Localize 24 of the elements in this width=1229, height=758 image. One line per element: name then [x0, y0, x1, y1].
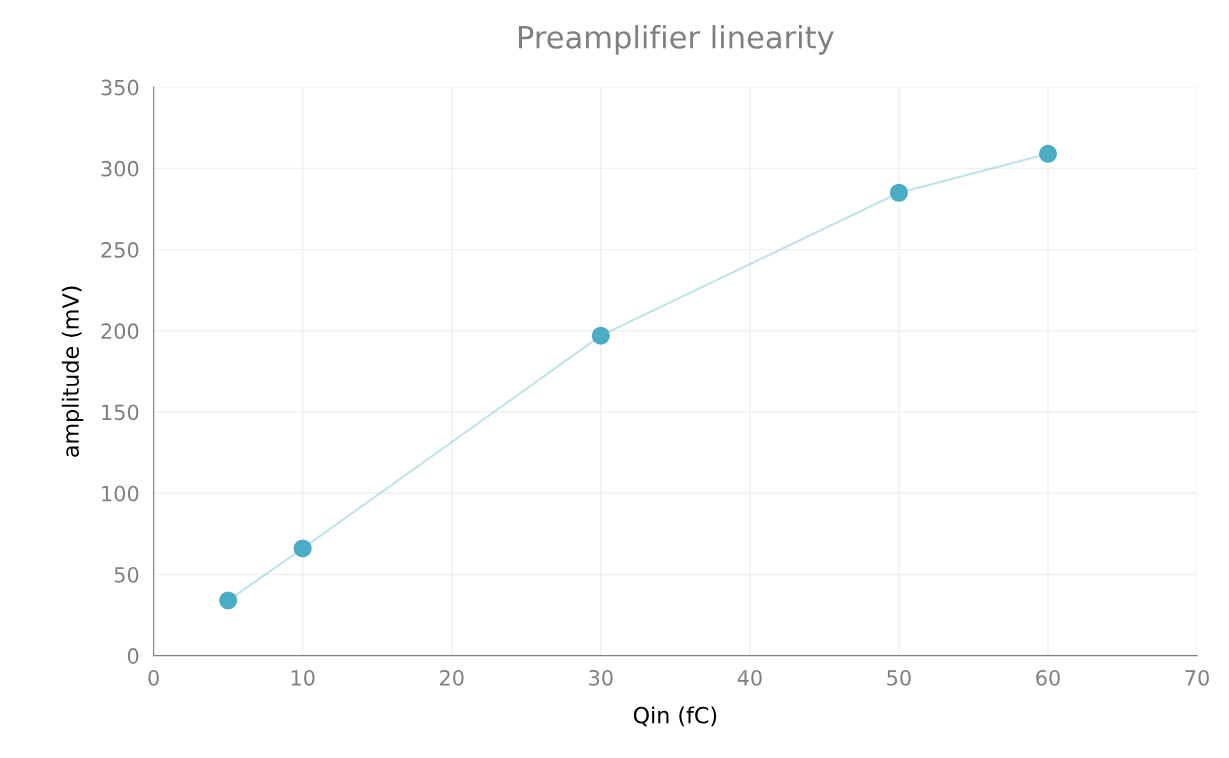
y-tick-label: 300: [101, 160, 139, 177]
y-tick-label: 250: [101, 242, 139, 258]
x-tick-label: 70: [1185, 669, 1209, 686]
y-tick-label: 150: [102, 404, 139, 421]
y-axis-title: amplitude (mV): [61, 286, 84, 457]
x-tick-label: 60: [1036, 669, 1060, 686]
x-tick-label: 50: [887, 669, 911, 686]
x-tick-label: 0: [148, 669, 159, 686]
point: [219, 591, 238, 610]
x-tick-label: 10: [291, 669, 315, 686]
x-tick-label: 30: [589, 669, 613, 686]
point: [293, 539, 312, 558]
x-tick-label: 20: [440, 669, 464, 686]
y-tick-label: 350: [101, 79, 139, 96]
point: [1038, 144, 1058, 163]
x-tick-label: 40: [737, 669, 762, 686]
x-axis-title: Qin (fC): [633, 706, 717, 727]
y-tick-label: 50: [114, 566, 139, 583]
point: [889, 183, 908, 202]
y-tick-label: 100: [102, 485, 139, 502]
y-tick-label: 0: [127, 648, 139, 664]
y-tick-label: 200: [101, 323, 139, 340]
point: [591, 326, 610, 345]
chart-title: Preamplifier linearity: [518, 25, 834, 55]
